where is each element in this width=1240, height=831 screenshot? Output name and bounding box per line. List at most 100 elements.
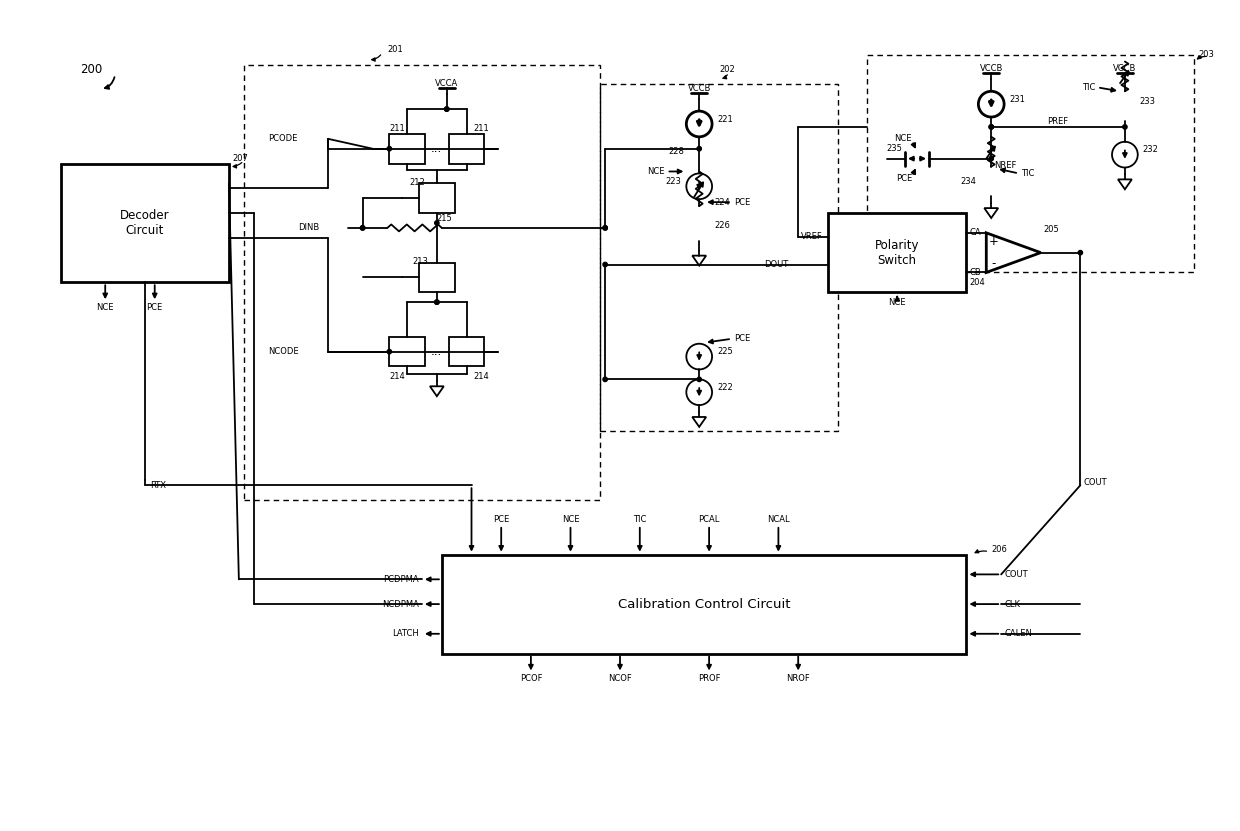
- Text: +: +: [988, 235, 998, 248]
- Text: 223: 223: [666, 177, 681, 186]
- Text: 221: 221: [717, 115, 733, 124]
- Text: 204: 204: [970, 278, 986, 287]
- Text: 233: 233: [1140, 96, 1156, 106]
- Text: PCODE: PCODE: [269, 135, 298, 143]
- Text: DOUT: DOUT: [764, 260, 789, 269]
- Circle shape: [603, 226, 608, 230]
- Text: COUT: COUT: [1004, 570, 1028, 579]
- Text: 228: 228: [668, 147, 684, 156]
- Circle shape: [435, 300, 439, 304]
- Text: 215: 215: [436, 214, 453, 224]
- Bar: [389, 134, 425, 164]
- Text: 211: 211: [474, 125, 490, 134]
- Text: NCE: NCE: [562, 515, 579, 524]
- Text: CLK: CLK: [1004, 600, 1021, 608]
- Text: NCE: NCE: [97, 302, 114, 312]
- Text: CALEN: CALEN: [1004, 629, 1032, 638]
- Text: RTX: RTX: [150, 481, 166, 489]
- Text: Decoder
Circuit: Decoder Circuit: [120, 209, 170, 237]
- Text: PCOF: PCOF: [520, 674, 542, 683]
- Text: 234: 234: [961, 177, 976, 186]
- Circle shape: [990, 125, 993, 129]
- Circle shape: [1122, 125, 1127, 129]
- Circle shape: [445, 107, 449, 111]
- Text: NREF: NREF: [994, 161, 1017, 170]
- Text: 232: 232: [1143, 145, 1158, 155]
- Text: PCE: PCE: [895, 174, 913, 183]
- Text: 214: 214: [474, 372, 490, 381]
- Circle shape: [697, 377, 702, 381]
- Circle shape: [603, 263, 608, 267]
- Text: PCE: PCE: [734, 334, 750, 343]
- Text: VREF: VREF: [801, 233, 823, 241]
- Text: NCOF: NCOF: [608, 674, 632, 683]
- Text: TIC: TIC: [1021, 169, 1034, 178]
- Bar: [419, 263, 455, 293]
- Text: PCDPMA: PCDPMA: [383, 575, 419, 584]
- Text: 225: 225: [717, 347, 733, 356]
- Text: DINB: DINB: [299, 224, 320, 233]
- Text: 205: 205: [1044, 225, 1059, 234]
- Text: CB: CB: [970, 268, 981, 277]
- Text: 213: 213: [412, 257, 428, 266]
- Circle shape: [387, 146, 392, 151]
- Bar: [244, 65, 600, 500]
- Text: VCCB: VCCB: [687, 84, 711, 93]
- Text: VCCB: VCCB: [1114, 64, 1137, 73]
- Text: NCAL: NCAL: [768, 515, 790, 524]
- Text: NROF: NROF: [786, 674, 810, 683]
- Bar: [828, 213, 966, 293]
- Text: COUT: COUT: [1084, 478, 1107, 487]
- Circle shape: [361, 226, 365, 230]
- Bar: [600, 85, 838, 430]
- Text: NCDPMA: NCDPMA: [382, 600, 419, 608]
- Bar: [61, 164, 229, 283]
- Text: 214: 214: [389, 372, 405, 381]
- Text: ...: ...: [432, 142, 443, 155]
- Text: PREF: PREF: [1048, 117, 1069, 126]
- Text: VCCB: VCCB: [980, 64, 1003, 73]
- Text: 212: 212: [409, 178, 425, 187]
- Text: 222: 222: [717, 383, 733, 391]
- Text: LATCH: LATCH: [392, 629, 419, 638]
- Text: 224: 224: [714, 198, 730, 207]
- Circle shape: [990, 125, 993, 129]
- Circle shape: [361, 226, 365, 230]
- Text: Calibration Control Circuit: Calibration Control Circuit: [618, 597, 790, 611]
- Text: 207: 207: [232, 154, 248, 163]
- Circle shape: [435, 300, 439, 304]
- Bar: [449, 134, 485, 164]
- Bar: [868, 55, 1194, 273]
- Circle shape: [603, 377, 608, 381]
- Text: 235: 235: [887, 145, 903, 153]
- Text: 206: 206: [991, 545, 1007, 554]
- Bar: [441, 554, 966, 654]
- Bar: [449, 337, 485, 366]
- Circle shape: [697, 146, 702, 151]
- Text: NCE: NCE: [888, 297, 906, 307]
- Text: 203: 203: [1198, 50, 1214, 59]
- Text: NCE: NCE: [894, 135, 913, 143]
- Text: TIC: TIC: [1081, 83, 1095, 91]
- Text: ...: ...: [432, 345, 443, 358]
- Text: 231: 231: [1009, 95, 1025, 104]
- Circle shape: [603, 226, 608, 230]
- Circle shape: [387, 350, 392, 354]
- Circle shape: [1078, 250, 1083, 255]
- Text: TIC: TIC: [634, 515, 646, 524]
- Text: PCE: PCE: [734, 198, 750, 207]
- Text: CA: CA: [970, 229, 981, 238]
- Text: NCODE: NCODE: [269, 347, 299, 356]
- Text: 200: 200: [81, 63, 103, 76]
- Text: VCCA: VCCA: [435, 79, 459, 88]
- Text: PCAL: PCAL: [698, 515, 719, 524]
- Text: 202: 202: [719, 65, 735, 74]
- Text: 226: 226: [714, 221, 730, 230]
- Text: PCE: PCE: [146, 302, 162, 312]
- Bar: [419, 184, 455, 213]
- Text: NCE: NCE: [647, 167, 665, 176]
- Text: Polarity
Switch: Polarity Switch: [875, 238, 919, 267]
- Text: 201: 201: [387, 45, 403, 54]
- Text: PCE: PCE: [494, 515, 510, 524]
- Bar: [389, 337, 425, 366]
